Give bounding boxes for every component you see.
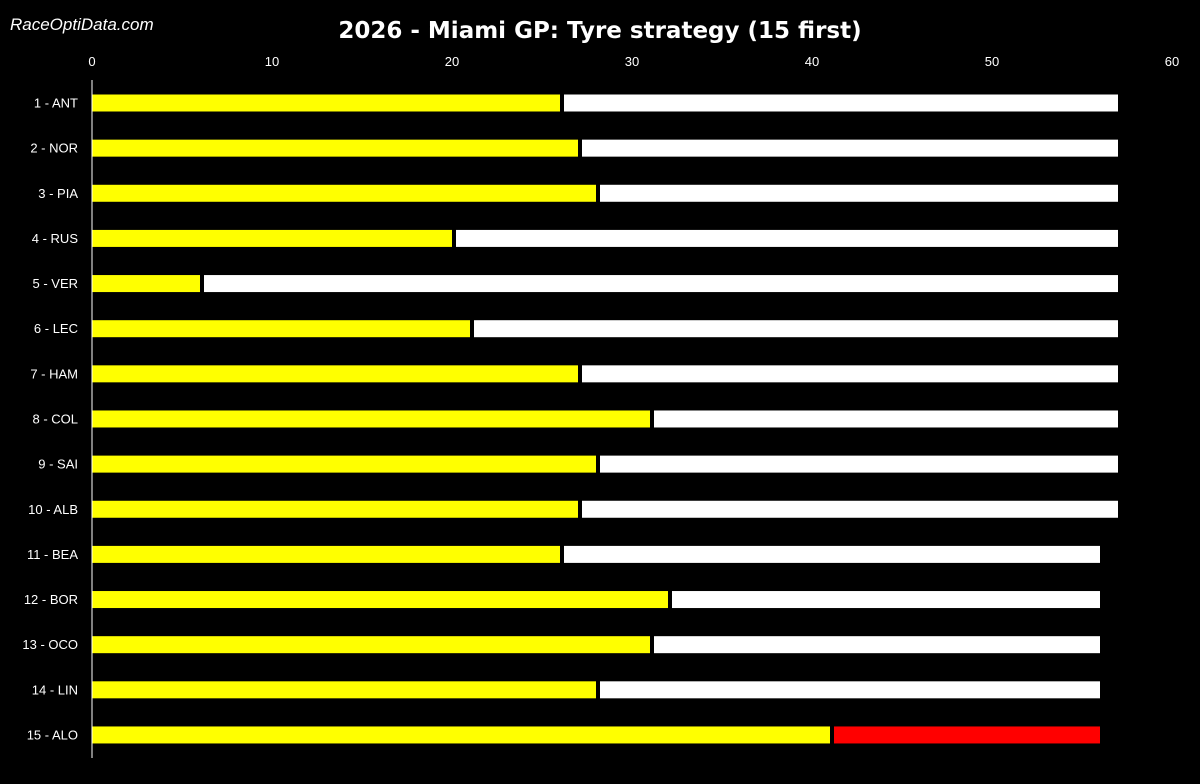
stint-bar	[92, 139, 578, 157]
stint-bar	[204, 275, 1118, 293]
watermark: RaceOptiData.com	[10, 15, 154, 34]
stint-bar	[92, 184, 596, 202]
stint-bar	[92, 545, 560, 563]
stint-bar	[92, 455, 596, 473]
x-axis: 0 10 20 30 40 50 60	[88, 54, 1179, 69]
stint-bar	[834, 726, 1100, 744]
x-tick-label: 0	[88, 54, 95, 69]
stint-bar	[92, 275, 200, 293]
stint-bar	[92, 365, 578, 383]
stint-bar	[92, 320, 470, 338]
category-label: 10 - ALB	[28, 502, 78, 517]
category-label: 8 - COL	[32, 411, 78, 426]
category-label: 4 - RUS	[32, 231, 79, 246]
category-label: 7 - HAM	[30, 366, 78, 381]
x-tick-label: 40	[805, 54, 819, 69]
category-label: 1 - ANT	[34, 96, 78, 111]
category-labels: 1 - ANT 2 - NOR 3 - PIA 4 - RUS 5 - VER 6 - L…	[22, 96, 78, 743]
category-label: 13 - OCO	[22, 637, 78, 652]
category-label: 15 - ALO	[27, 727, 78, 742]
category-label: 3 - PIA	[38, 186, 78, 201]
stint-bar	[92, 681, 596, 699]
stint-bar	[600, 681, 1100, 699]
x-tick-label: 60	[1165, 54, 1179, 69]
x-tick-label: 10	[265, 54, 279, 69]
stint-bar	[600, 455, 1118, 473]
category-label: 14 - LIN	[32, 682, 78, 697]
x-tick-label: 30	[625, 54, 639, 69]
stint-bar	[92, 636, 650, 654]
stint-bar	[474, 320, 1118, 338]
stint-bar	[564, 94, 1118, 112]
stint-bar	[654, 410, 1118, 428]
category-label: 6 - LEC	[34, 321, 78, 336]
stint-bar	[582, 500, 1118, 518]
category-label: 12 - BOR	[24, 592, 78, 607]
stint-bar	[456, 229, 1118, 247]
stint-bar	[672, 591, 1100, 609]
stint-bar	[654, 636, 1100, 654]
stint-bar	[92, 500, 578, 518]
x-tick-label: 50	[985, 54, 999, 69]
x-tick-label: 20	[445, 54, 459, 69]
stint-bar	[582, 365, 1118, 383]
stint-bar	[582, 139, 1118, 157]
category-label: 11 - BEA	[27, 547, 78, 562]
stint-bar	[92, 726, 830, 744]
stint-bar	[92, 94, 560, 112]
stint-bar	[92, 410, 650, 428]
bars	[92, 94, 1118, 744]
category-label: 9 - SAI	[38, 457, 78, 472]
stint-bar	[600, 184, 1118, 202]
stint-bar	[564, 545, 1100, 563]
chart-title: 2026 - Miami GP: Tyre strategy (15 first…	[338, 18, 861, 44]
category-label: 5 - VER	[32, 276, 78, 291]
stint-bar	[92, 229, 452, 247]
stint-bar	[92, 591, 668, 609]
category-label: 2 - NOR	[30, 141, 78, 156]
